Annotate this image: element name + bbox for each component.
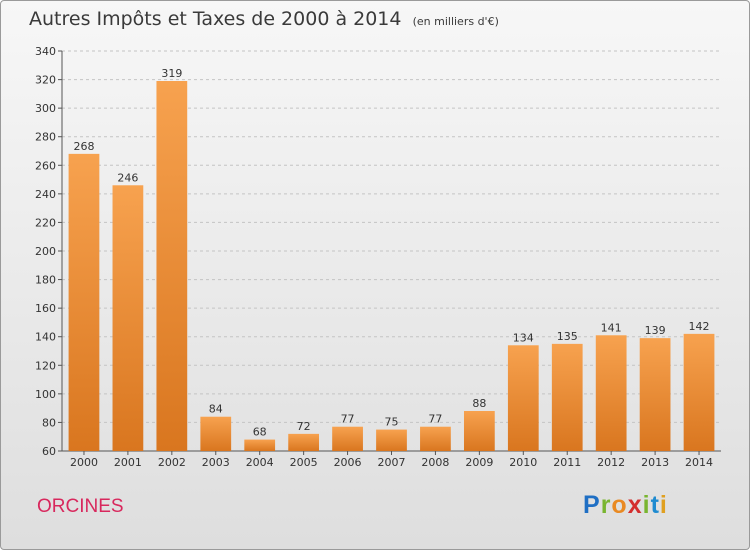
chart-title: Autres Impôts et Taxes de 2000 à 2014 [29,8,402,30]
x-tick-label: 2005 [290,456,318,469]
data-label-2013: 139 [645,324,666,337]
y-tick-label: 140 [35,331,56,344]
logo-letter: i [642,491,651,519]
x-tick-label: 2013 [641,456,669,469]
y-tick-label: 120 [35,359,56,372]
x-tick-label: 2000 [70,456,98,469]
data-label-2000: 268 [73,140,94,153]
data-label-2014: 142 [689,320,710,333]
commune-name: ORCINES [37,496,124,517]
bar-2003 [200,416,232,451]
y-tick-label: 280 [35,131,56,144]
bar-2008 [420,426,451,451]
x-tick-label: 2007 [378,456,406,469]
data-label-2006: 77 [341,413,355,426]
y-tick-label: 300 [35,102,56,115]
data-label-2001: 246 [117,171,138,184]
x-tick-label: 2001 [114,456,142,469]
x-tick-label: 2009 [465,456,493,469]
data-labels: 268 246 319 84 68 72 77 75 77 88 134 135 141 139 142 [73,67,709,439]
bar-2012 [595,335,627,451]
bar-2010 [507,345,539,451]
x-tick-label: 2006 [334,456,362,469]
y-tick-label: 180 [35,274,56,287]
y-tick-label: 260 [35,159,56,172]
logo-letter: t [650,491,660,519]
x-tick-label: 2012 [597,456,625,469]
bar-2013 [639,338,671,451]
x-tick-label: 2010 [509,456,537,469]
logo-letter: o [611,491,628,519]
y-tick-label: 200 [35,245,56,258]
bar-2007 [376,429,407,451]
x-tick-label: 2011 [553,456,581,469]
y-tick-label: 220 [35,216,56,229]
y-tick-label: 60 [42,445,56,458]
bar-2002 [156,81,188,451]
bar-2005 [288,433,320,451]
y-tick-label: 160 [35,302,56,315]
logo-letter: x [627,491,643,519]
axes: 60 80 100 120 140 160 180 200 220 240 260 280 300 320… [35,45,721,469]
proxiti-logo[interactable]: Proxiti [583,491,668,520]
x-tick-label: 2002 [158,456,186,469]
logo-letter: P [583,491,601,519]
bar-2014 [683,333,715,451]
bar-2001 [112,185,144,452]
bars [68,81,715,452]
chart-subtitle: (en milliers d'€) [412,15,499,28]
x-tick-label: 2008 [421,456,449,469]
chart-title-block: Autres Impôts et Taxes de 2000 à 2014 (e… [29,8,499,30]
data-label-2011: 135 [557,330,578,343]
data-label-2007: 75 [385,416,399,429]
y-tick-label: 100 [35,388,56,401]
logo-letter: i [659,491,668,519]
y-tick-label: 320 [35,74,56,87]
x-tick-label: 2014 [685,456,713,469]
bar-2006 [332,426,363,451]
data-label-2003: 84 [209,403,223,416]
data-label-2009: 88 [472,397,486,410]
x-tick-label: 2004 [246,456,274,469]
data-label-2004: 68 [253,426,267,439]
bar-2011 [551,343,583,451]
logo-letter: r [600,491,612,519]
data-label-2005: 72 [297,420,311,433]
y-tick-label: 340 [35,45,56,58]
bar-2009 [463,411,495,451]
data-label-2008: 77 [428,413,442,426]
y-tick-label: 80 [42,416,56,429]
data-label-2012: 141 [601,321,622,334]
x-tick-label: 2003 [202,456,230,469]
bar-2000 [68,153,100,451]
data-label-2010: 134 [513,331,534,344]
y-tick-label: 240 [35,188,56,201]
bar-2004 [244,439,276,451]
data-label-2002: 319 [161,67,182,80]
